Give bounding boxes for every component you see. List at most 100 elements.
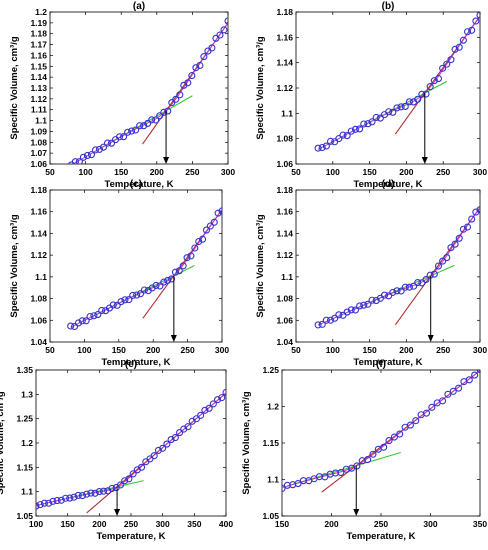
data-point xyxy=(368,118,376,126)
data-point xyxy=(389,108,397,116)
data-point xyxy=(364,300,372,308)
plot-frame xyxy=(49,11,229,165)
y-tick-label: 1.14 xyxy=(276,228,293,238)
data-point xyxy=(148,116,156,124)
data-point xyxy=(40,499,48,507)
data-point xyxy=(202,226,211,234)
transition-arrow-head xyxy=(170,335,177,342)
data-point xyxy=(444,390,452,398)
data-point xyxy=(67,322,75,330)
data-point xyxy=(339,131,347,139)
y-tick-label: 1.06 xyxy=(276,315,293,325)
y-tick-label: 1.18 xyxy=(30,185,47,195)
x-tick-label: 50 xyxy=(291,345,301,355)
y-tick-label: 1.3 xyxy=(21,389,33,399)
x-tick-label: 150 xyxy=(114,167,128,177)
data-point xyxy=(160,108,168,116)
data-point xyxy=(282,484,286,493)
data-point xyxy=(150,452,158,460)
data-point xyxy=(188,72,196,80)
x-tick-label: 200 xyxy=(92,519,106,529)
y-tick-label: 1.08 xyxy=(276,134,293,144)
data-point xyxy=(397,287,405,295)
data-point xyxy=(116,133,124,141)
transition-arrow-head xyxy=(427,335,434,342)
data-point xyxy=(129,470,137,478)
data-point xyxy=(184,423,192,431)
data-point xyxy=(192,415,200,423)
data-point xyxy=(390,433,398,441)
data-point xyxy=(331,314,339,322)
x-tick-label: 100 xyxy=(79,167,93,177)
data-point xyxy=(132,126,140,134)
y-tick-label: 1.18 xyxy=(30,29,47,39)
y-tick-label: 1.25 xyxy=(262,365,279,375)
data-point xyxy=(100,487,108,495)
data-point xyxy=(196,61,204,70)
y-tick-label: 1.12 xyxy=(30,94,47,104)
data-point xyxy=(343,308,351,316)
x-tick-label: 100 xyxy=(29,519,43,529)
x-tick-label: 200 xyxy=(399,345,413,355)
data-point xyxy=(451,240,459,248)
data-point xyxy=(393,287,401,295)
data-point xyxy=(82,317,90,325)
y-axis-label: Specific Volume, cm³/g xyxy=(255,36,266,139)
y-tick-label: 1.06 xyxy=(276,159,293,169)
y-tick-label: 1.18 xyxy=(276,185,293,195)
data-point xyxy=(434,262,443,270)
data-point xyxy=(103,139,112,147)
x-axis-label: Temperature, K xyxy=(102,357,171,368)
data-point xyxy=(152,116,160,124)
data-point xyxy=(447,244,455,252)
plot-area xyxy=(36,388,226,514)
data-point xyxy=(95,488,103,496)
data-point xyxy=(438,397,447,405)
transition-arrow-head xyxy=(353,509,360,516)
y-tick-label: 1.08 xyxy=(276,294,293,304)
y-tick-label: 1.1 xyxy=(35,272,47,282)
data-point xyxy=(83,490,91,498)
data-point xyxy=(422,409,431,417)
data-point xyxy=(121,477,129,485)
data-point xyxy=(428,403,436,411)
y-tick-label: 1.1 xyxy=(281,108,293,118)
chart-title: (f) xyxy=(376,359,386,370)
data-point xyxy=(138,463,146,471)
data-point xyxy=(57,496,65,504)
data-point xyxy=(83,151,91,160)
data-point xyxy=(90,312,98,320)
x-axis-label: Temperature, K xyxy=(354,357,423,368)
data-point xyxy=(70,322,79,331)
data-point xyxy=(430,270,438,278)
data-point xyxy=(75,158,83,164)
y-tick-label: 1.16 xyxy=(276,207,293,217)
data-point xyxy=(314,144,322,152)
data-point xyxy=(385,437,393,445)
y-tick-label: 1.12 xyxy=(276,250,293,260)
y-tick-label: 1.1 xyxy=(281,272,293,282)
x-tick-label: 300 xyxy=(473,345,487,355)
data-point xyxy=(187,252,195,260)
data-point xyxy=(86,312,94,321)
data-point xyxy=(128,127,136,135)
data-point xyxy=(315,473,324,481)
x-tick-label: 250 xyxy=(185,167,199,177)
x-tick-label: 50 xyxy=(45,345,55,355)
data-point xyxy=(121,296,129,304)
data-point xyxy=(70,493,78,501)
data-point xyxy=(472,17,480,25)
data-point xyxy=(389,288,397,296)
data-point xyxy=(434,75,443,83)
data-point xyxy=(422,90,430,98)
data-point xyxy=(451,45,459,53)
x-tick-label: 300 xyxy=(423,519,437,529)
data-point xyxy=(163,440,171,448)
chart-title: (b) xyxy=(382,1,395,12)
data-point xyxy=(71,158,79,164)
plot-area xyxy=(314,12,480,152)
x-tick-label: 100 xyxy=(326,345,340,355)
data-point xyxy=(476,206,480,214)
data-point xyxy=(36,502,40,510)
x-tick-label: 200 xyxy=(324,519,338,529)
